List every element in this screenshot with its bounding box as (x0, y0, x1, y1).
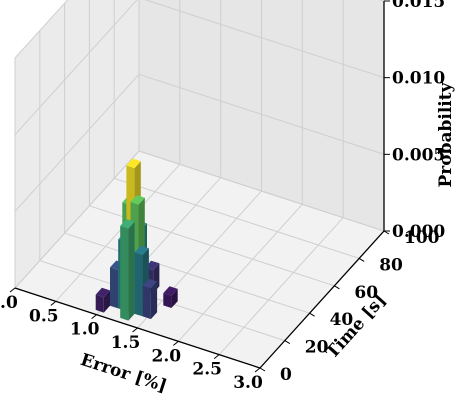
x-tick-labels: 0.0 0.5 1.0 1.5 2.0 2.5 3.0 (0, 287, 263, 393)
bar-top-face (134, 245, 149, 256)
x-tick-mark (173, 340, 179, 346)
grid-line (14, 0, 69, 59)
y-axis-line (259, 230, 385, 369)
grid-line (114, 177, 360, 259)
bar-front-face (110, 267, 119, 309)
bar-top-face (120, 219, 135, 229)
y-tick-mark (358, 257, 365, 262)
grid-line (144, 0, 385, 79)
y-tick-mark (334, 285, 340, 290)
data-bar (95, 287, 110, 313)
bar-top-face (142, 278, 158, 289)
x-tick-label: 2.5 (192, 360, 222, 380)
grid-line (14, 0, 138, 136)
bar-top-face (95, 287, 110, 298)
x-tick-mark (254, 367, 261, 373)
bar-front-face (134, 252, 143, 317)
grid-line (39, 260, 285, 342)
grid-line (218, 217, 344, 356)
y-tick-label: 80 (379, 255, 403, 275)
bar-side-face (103, 290, 110, 313)
bar-top-face (163, 286, 178, 296)
bar-side-face (150, 281, 158, 320)
x-tick-mark (9, 287, 16, 293)
grid-line (55, 163, 181, 302)
x-tick-mark (213, 354, 220, 360)
x-tick-label: 3.0 (233, 373, 263, 393)
grid-line (177, 203, 303, 342)
x-tick-label: 1.5 (111, 333, 141, 353)
bar-front-face (120, 225, 129, 321)
data-bar (120, 219, 135, 321)
y-tick-label: 60 (354, 283, 378, 303)
z-tick-label: 0.000 (392, 222, 445, 242)
y-tick-mark (309, 312, 315, 317)
bar-front-face (163, 293, 172, 308)
grid-line (14, 73, 140, 212)
x-tick-label: 0.5 (29, 306, 59, 326)
data-bars (95, 158, 178, 321)
x-tick-label: 0.0 (0, 293, 18, 313)
y-tick-label: 0 (280, 365, 292, 385)
grid-line (64, 232, 310, 314)
grid-line (138, 73, 385, 155)
grid-line (137, 190, 262, 329)
x-tick-mark (132, 327, 138, 333)
x-tick-mark (50, 300, 57, 306)
z-tick-label: 0.015 (392, 0, 445, 12)
bar-front-face (142, 285, 151, 320)
x-tick-label: 1.0 (70, 320, 100, 340)
y-tick-mark (259, 367, 266, 372)
x-tick-label: 2.0 (152, 346, 182, 366)
grid-line (138, 150, 385, 232)
left-wall-pane (15, 0, 139, 288)
bar-front-face (95, 294, 104, 313)
y-tick-mark (284, 340, 291, 345)
y-tick-label: 40 (330, 310, 354, 330)
bar-side-face (171, 288, 178, 308)
bar-side-face (128, 221, 135, 321)
z-axis-label: Probability (436, 81, 456, 187)
y-tick-label: 100 (404, 228, 440, 248)
x-tick-mark (91, 314, 97, 320)
y-tick-label: 20 (305, 338, 329, 358)
grid-line (14, 150, 140, 289)
data-bar (142, 278, 158, 320)
z-tick-labels: 0.000 0.005 0.010 0.015 (384, 0, 445, 242)
bar-top-face (126, 158, 141, 169)
bar-top-face (130, 195, 145, 205)
z-tick-label: 0.010 (392, 69, 445, 89)
data-bar (163, 286, 178, 308)
z-tick-label: 0.005 (392, 145, 445, 165)
